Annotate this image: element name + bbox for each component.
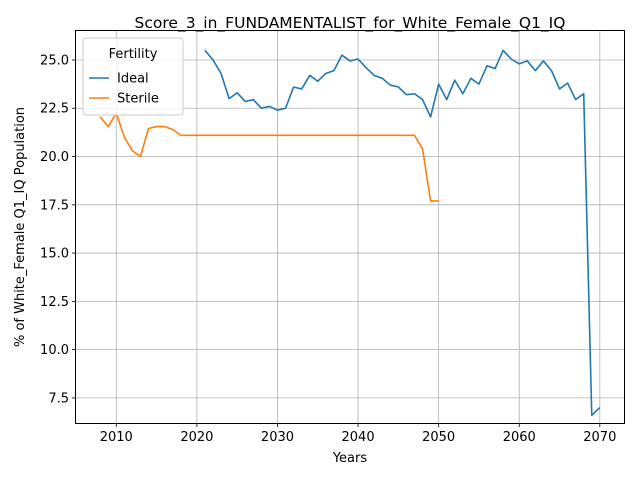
legend-box	[82, 37, 184, 116]
y-tick-label: 25.0	[40, 53, 69, 68]
y-axis-label: % of White_Female Q1_IQ Population	[13, 107, 28, 347]
x-axis-ticks: 2010 2020 2030 2040 2050 2060 2070	[100, 423, 616, 445]
legend-label-sterile: Sterile	[117, 92, 159, 107]
y-tick-label: 22.5	[40, 102, 69, 117]
grid-lines	[76, 31, 624, 423]
legend-label-ideal: Ideal	[117, 72, 149, 87]
y-tick-label: 17.5	[40, 198, 69, 213]
x-tick-label: 2070	[583, 430, 616, 445]
x-tick-label: 2040	[342, 430, 375, 445]
x-tick-label: 2050	[422, 430, 455, 445]
y-tick-label: 15.0	[40, 247, 69, 262]
y-tick-label: 10.0	[40, 343, 69, 358]
y-tick-label: 20.0	[40, 150, 69, 165]
x-tick-label: 2030	[261, 430, 294, 445]
series-lines	[99, 49, 601, 417]
x-tick-label: 2060	[503, 430, 536, 445]
legend: Fertility Ideal Sterile	[82, 37, 184, 116]
x-tick-label: 2010	[100, 430, 133, 445]
chart-title: Score_3_in_FUNDAMENTALIST_for_White_Fema…	[135, 14, 566, 33]
y-tick-label: 12.5	[40, 295, 69, 310]
plot-area-frame	[75, 30, 625, 424]
series-line-sterile	[99, 112, 439, 202]
y-tick-label: 7.5	[48, 391, 69, 406]
x-tick-label: 2020	[180, 430, 213, 445]
legend-title: Fertility	[109, 47, 158, 62]
x-axis-label: Years	[332, 451, 368, 466]
y-axis-ticks: 7.5 10.0 12.5 15.0 17.5 20.0 22.5 25.0	[40, 53, 76, 406]
series-line-ideal	[204, 49, 601, 417]
